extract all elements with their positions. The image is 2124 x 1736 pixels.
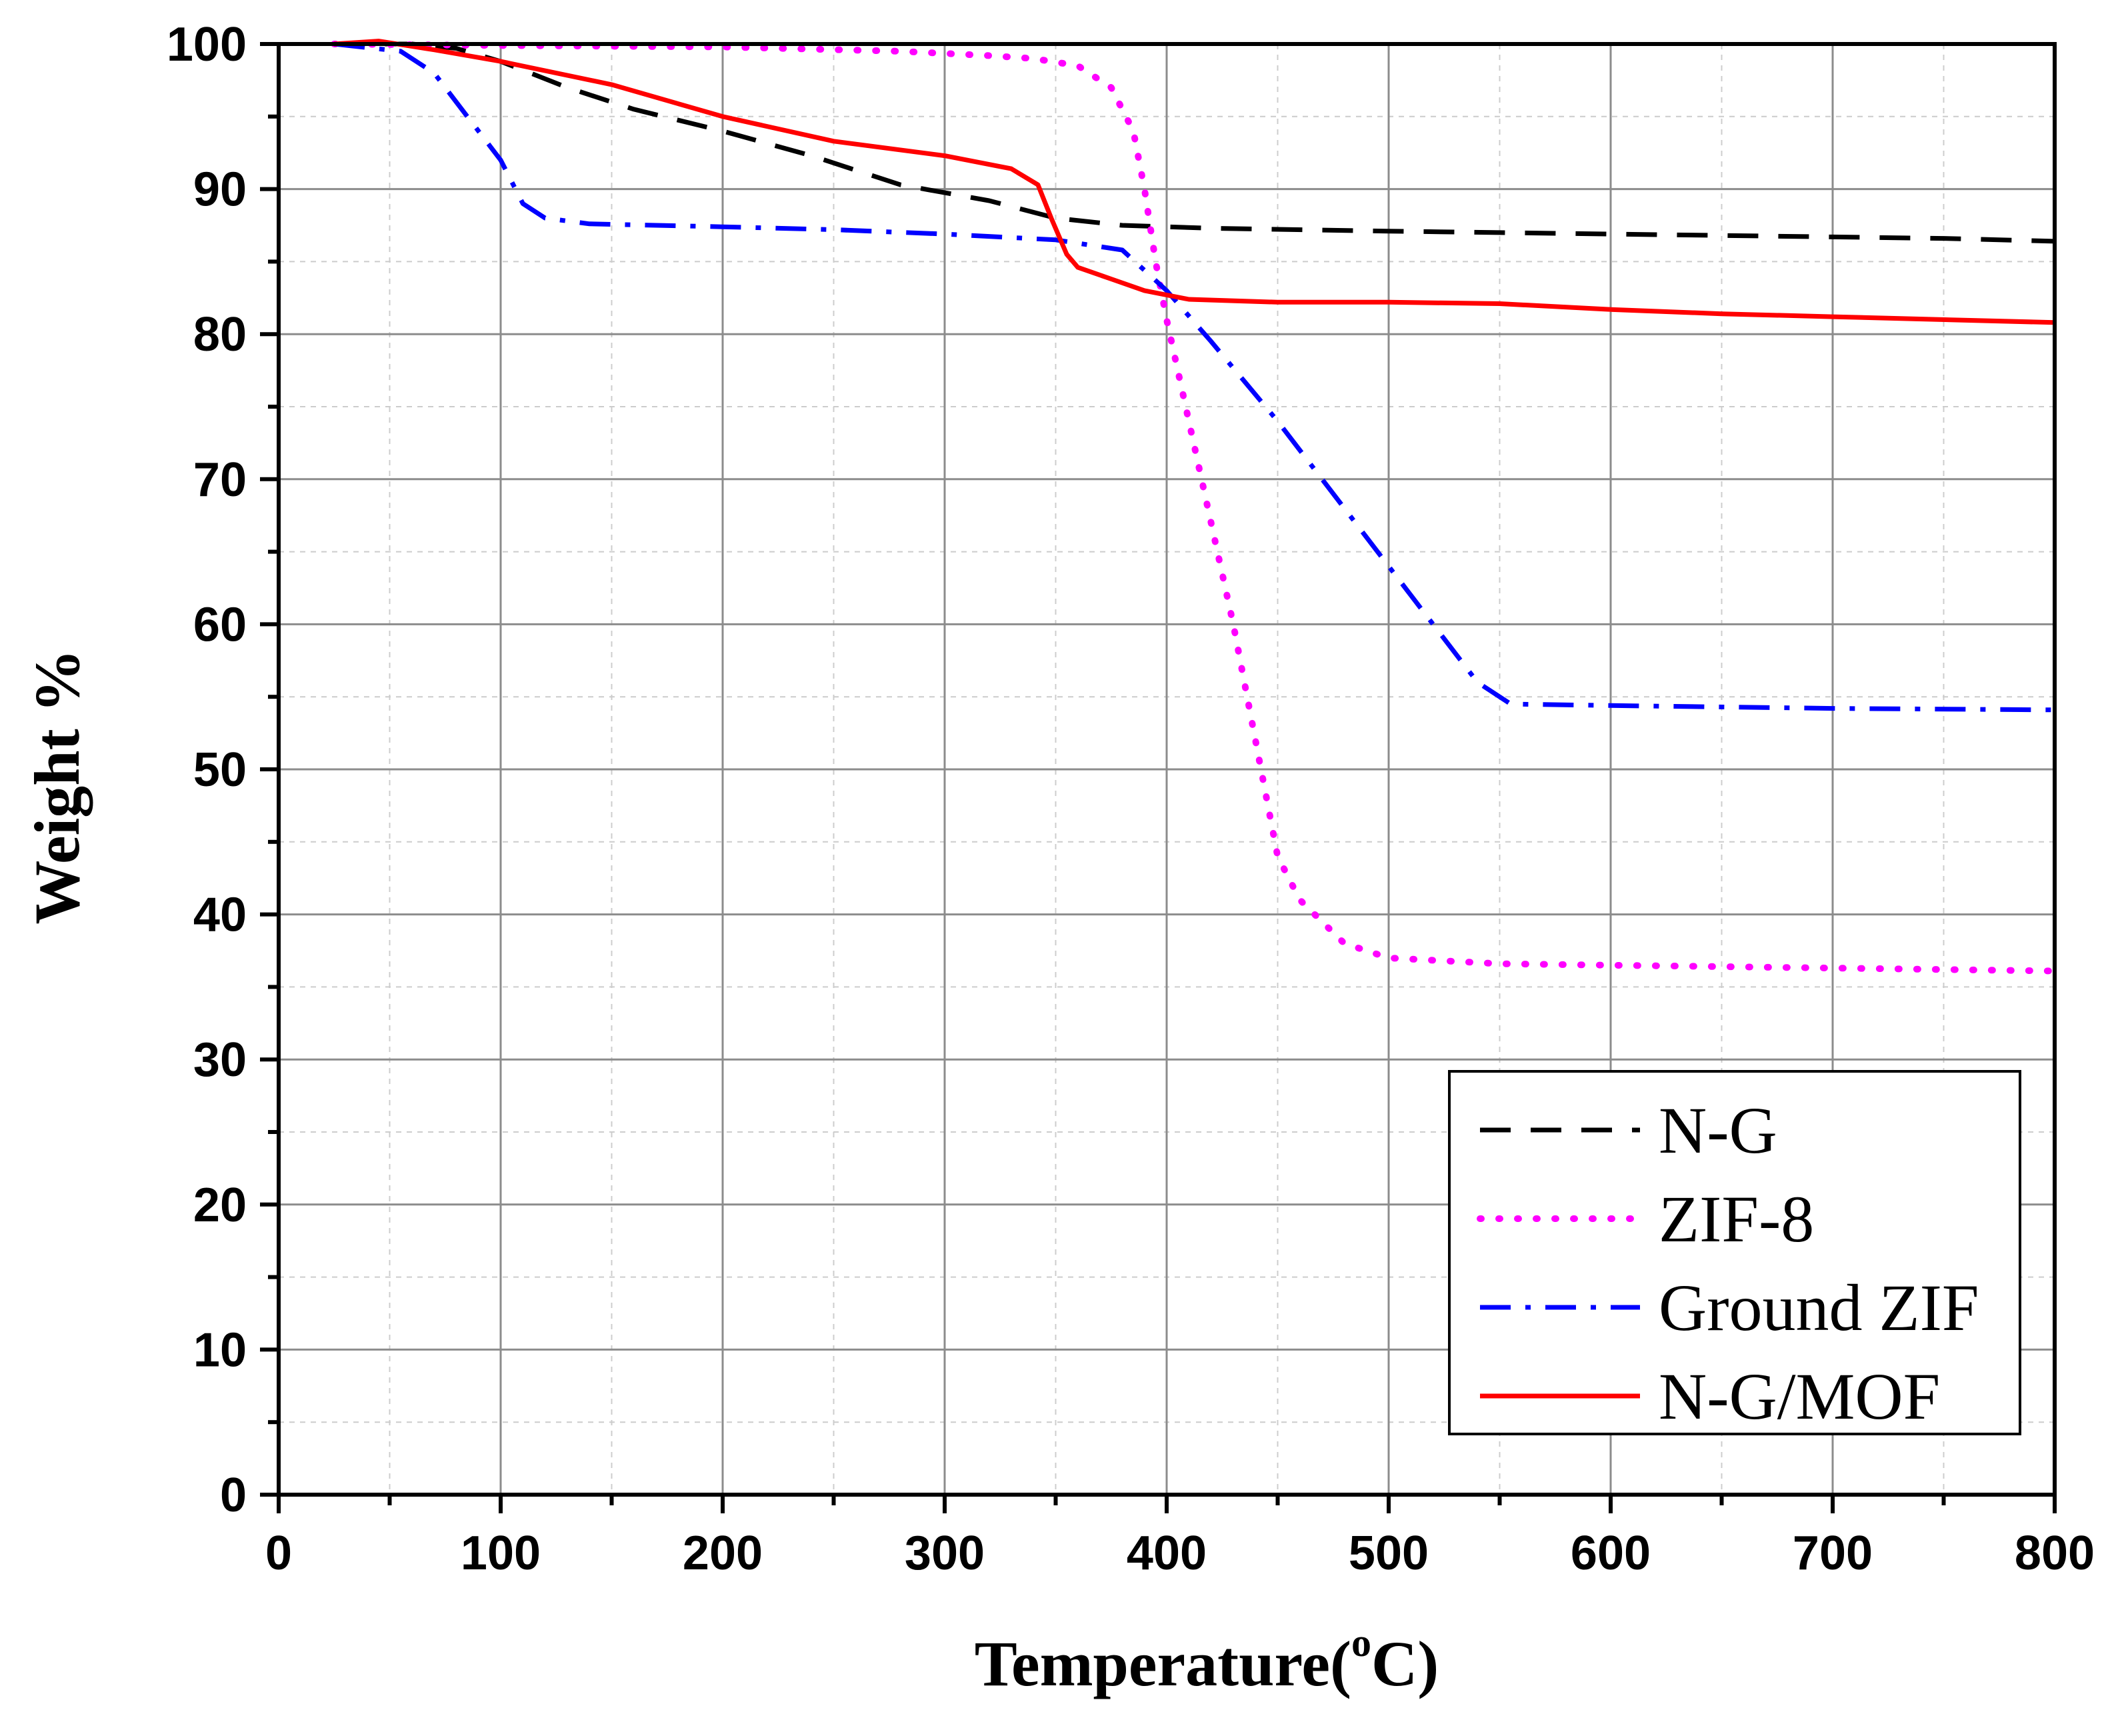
x-tick-label: 300: [905, 1527, 985, 1580]
y-axis-title: Weight %: [21, 649, 93, 924]
x-tick-label: 600: [1571, 1527, 1651, 1580]
legend-label-zif-8: ZIF-8: [1659, 1182, 1814, 1256]
x-tick-label: 700: [1793, 1527, 1873, 1580]
y-tick-label: 80: [193, 308, 247, 361]
axis-ticks: 0 100 200 300 400 500 600 700 800 0 10 20 30 40 50 60 70…: [167, 18, 2095, 1580]
y-tick-label: 60: [193, 598, 247, 651]
legend-items: N-G ZIF-8 Ground ZIF N-G/MOF: [1477, 1093, 1979, 1433]
x-tick-label: 200: [683, 1527, 763, 1580]
legend: N-G ZIF-8 Ground ZIF N-G/MOF: [1448, 1070, 2021, 1435]
y-tick-label: 100: [167, 18, 247, 71]
y-tick-label: 70: [193, 453, 247, 507]
y-tick-label: 0: [220, 1469, 247, 1522]
y-tick-label: 10: [193, 1323, 247, 1377]
series-line-zif-8: [331, 41, 2058, 975]
legend-label-n-g-mof: N-G/MOF: [1659, 1359, 1940, 1433]
series-line-ground-zif: [333, 41, 2055, 713]
y-tick-label: 40: [193, 889, 247, 942]
x-axis-title: Temperature(oC): [975, 1621, 1439, 1699]
x-tick-label: 800: [2015, 1527, 2095, 1580]
y-tick-label: 30: [193, 1033, 247, 1087]
series-line-n-g: [334, 41, 2055, 244]
y-tick-label: 20: [193, 1179, 247, 1232]
series-line-n-g-mof: [334, 39, 2055, 325]
legend-label-n-g: N-G: [1659, 1093, 1777, 1167]
y-tick-label: 90: [193, 163, 247, 217]
legend-label-ground-zif: Ground ZIF: [1659, 1271, 1979, 1345]
y-tick-label: 50: [193, 743, 247, 797]
x-tick-label: 0: [265, 1527, 292, 1580]
series-group: [331, 39, 2058, 975]
x-tick-label: 100: [461, 1527, 541, 1580]
x-tick-label: 400: [1127, 1527, 1207, 1580]
x-tick-label: 500: [1349, 1527, 1429, 1580]
